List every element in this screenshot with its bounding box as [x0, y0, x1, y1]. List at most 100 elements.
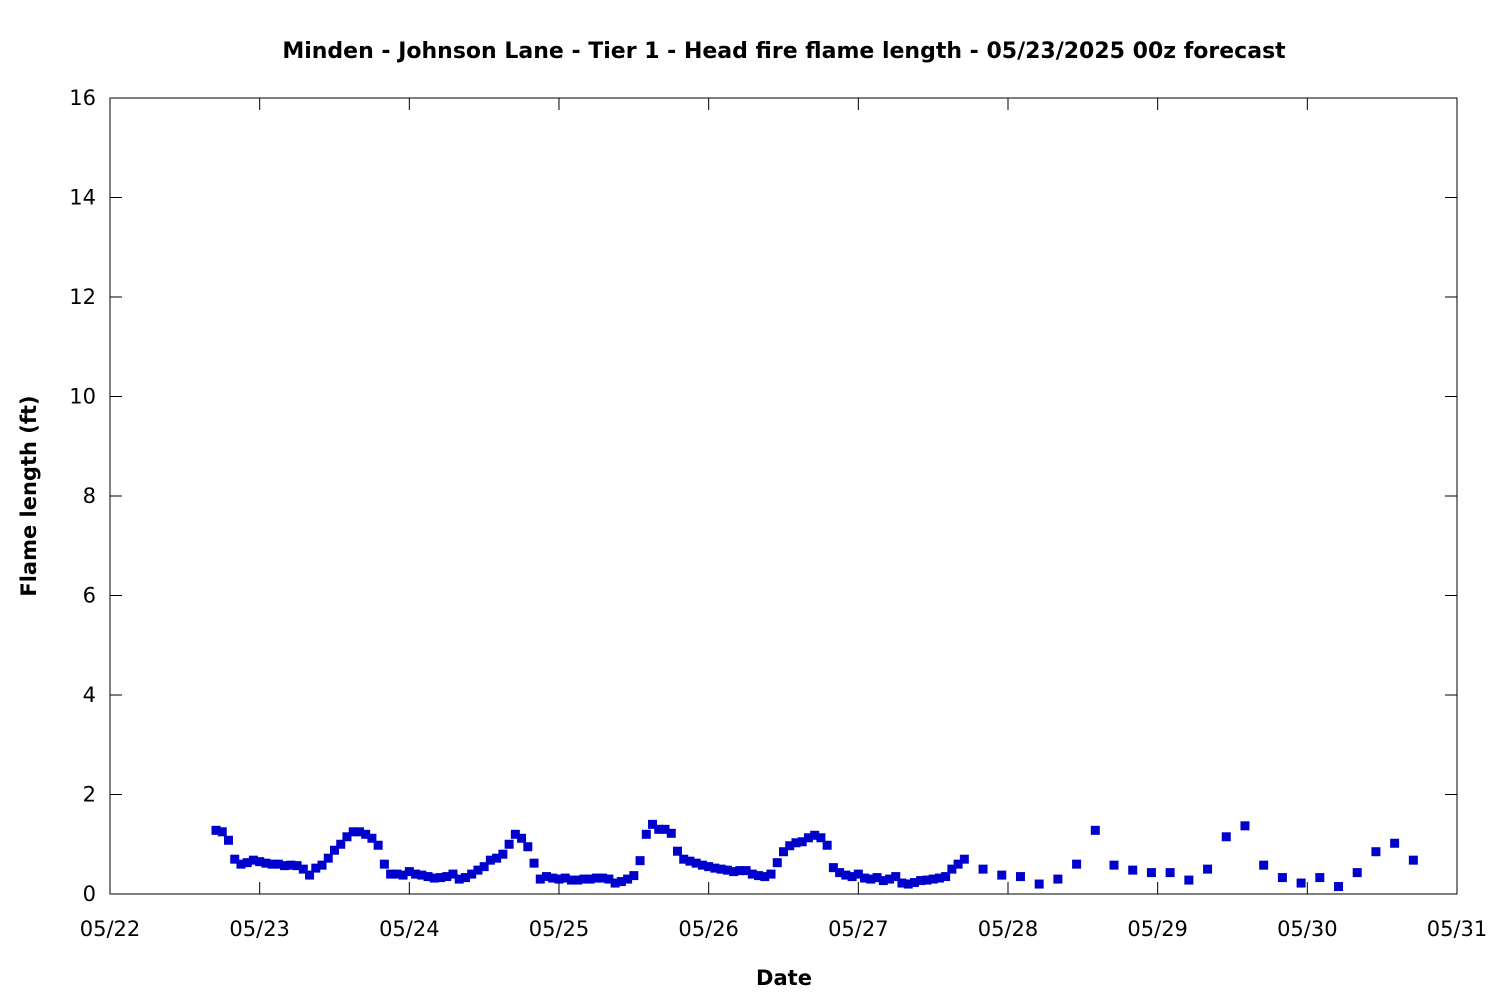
data-point: [504, 839, 514, 849]
data-point: [747, 869, 757, 879]
y-tick-label: 8: [83, 484, 96, 508]
x-tick-label: 05/23: [229, 917, 290, 941]
data-point: [248, 855, 258, 865]
data-point: [330, 845, 339, 855]
y-tick-label: 16: [69, 86, 96, 110]
x-tick-label: 05/26: [678, 917, 739, 941]
x-tick-label: 05/31: [1427, 917, 1488, 941]
data-point: [286, 860, 296, 870]
data-point: [754, 871, 764, 881]
data-point: [230, 854, 240, 864]
data-point: [891, 872, 901, 882]
data-point: [485, 855, 495, 865]
data-point: [860, 873, 870, 883]
data-point: [1109, 860, 1119, 870]
data-point: [1034, 879, 1044, 889]
data-point: [386, 869, 396, 879]
data-point: [722, 865, 732, 875]
data-point: [660, 824, 670, 834]
data-point: [236, 859, 246, 869]
data-point: [273, 859, 283, 869]
data-point: [978, 864, 988, 874]
data-point: [666, 828, 676, 838]
data-point: [535, 874, 545, 884]
y-tick-label: 6: [83, 584, 96, 608]
data-point: [548, 873, 558, 883]
data-point: [460, 873, 470, 883]
data-point: [361, 829, 371, 839]
data-point: [311, 863, 321, 873]
data-point: [479, 862, 489, 872]
data-point: [772, 858, 782, 868]
data-point: [1259, 860, 1269, 870]
data-point: [305, 870, 315, 880]
data-point: [1315, 873, 1325, 883]
data-point: [598, 873, 608, 883]
data-point: [679, 854, 689, 864]
x-tick-label: 05/27: [828, 917, 889, 941]
data-point: [1390, 838, 1400, 848]
data-point: [1221, 832, 1231, 842]
data-point: [423, 872, 433, 882]
data-point: [810, 830, 820, 840]
data-point: [454, 874, 464, 884]
data-point: [1128, 865, 1138, 875]
data-point: [959, 854, 969, 864]
data-point: [1296, 878, 1306, 888]
data-point: [317, 860, 327, 870]
data-point: [866, 874, 876, 884]
data-point: [822, 840, 832, 850]
data-point: [1053, 874, 1063, 884]
data-point: [1371, 847, 1381, 857]
data-point: [916, 876, 926, 886]
data-point: [211, 825, 221, 835]
data-point: [997, 870, 1007, 880]
x-tick-label: 05/22: [80, 917, 141, 941]
data-point: [604, 874, 614, 884]
data-point: [616, 877, 626, 887]
data-point: [242, 858, 252, 868]
data-point: [560, 873, 570, 883]
data-point: [280, 861, 290, 871]
data-point: [379, 859, 389, 869]
y-tick-label: 14: [69, 186, 96, 210]
data-point: [1015, 872, 1025, 882]
data-point: [398, 870, 408, 880]
x-tick-label: 05/29: [1127, 917, 1188, 941]
data-point: [1165, 868, 1175, 878]
data-point: [510, 829, 520, 839]
data-point: [223, 835, 233, 845]
data-point: [448, 869, 458, 879]
data-point: [404, 867, 414, 877]
data-point: [641, 829, 651, 839]
data-point: [610, 878, 620, 888]
data-point: [853, 869, 863, 879]
y-axis-label: Flame length (ft): [17, 395, 41, 596]
data-point: [473, 865, 483, 875]
data-point: [928, 874, 938, 884]
data-point: [292, 861, 302, 871]
data-point: [878, 876, 888, 886]
data-point: [573, 875, 583, 885]
data-point: [847, 872, 857, 882]
data-point: [354, 827, 364, 837]
data-point: [566, 875, 576, 885]
data-point: [298, 864, 308, 874]
data-point: [716, 864, 726, 874]
data-point: [841, 870, 851, 880]
data-point: [217, 827, 227, 837]
data-point: [1090, 825, 1100, 835]
x-tick-label: 05/25: [529, 917, 590, 941]
data-point: [934, 873, 944, 883]
data-point: [623, 874, 633, 884]
y-tick-label: 4: [83, 683, 96, 707]
data-point: [367, 833, 377, 843]
data-point: [922, 875, 932, 885]
data-point: [523, 842, 533, 852]
y-tick-label: 0: [83, 882, 96, 906]
data-point: [1334, 882, 1344, 892]
data-points: [211, 819, 1418, 892]
data-point: [529, 858, 539, 868]
data-point: [1240, 821, 1250, 831]
data-point: [828, 863, 838, 873]
